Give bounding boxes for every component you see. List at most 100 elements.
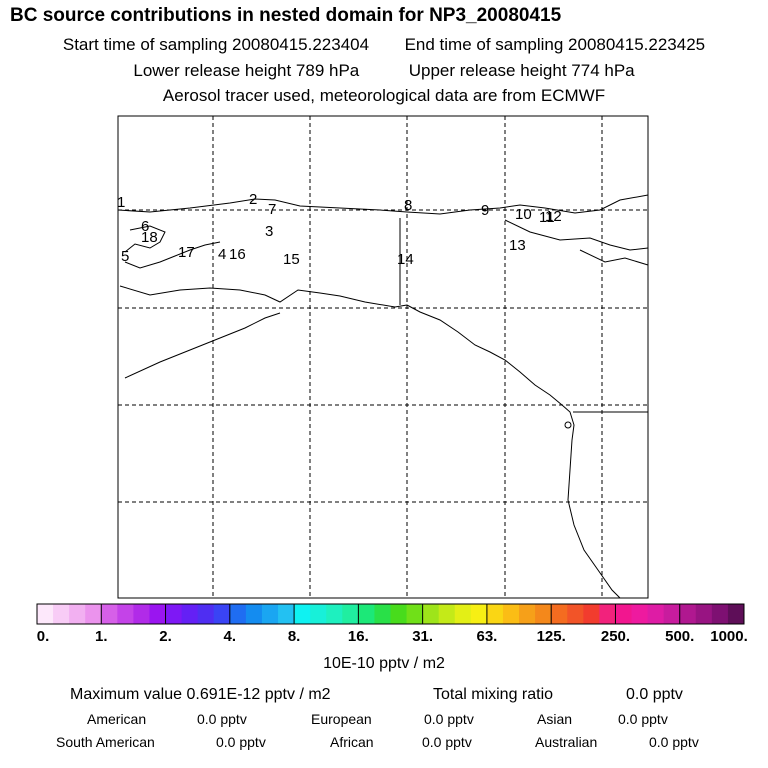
- map-label-5: 5: [121, 248, 129, 265]
- colorbar-cell: [165, 604, 183, 624]
- total-mixing-label: Total mixing ratio: [433, 686, 554, 703]
- colorbar-cell: [615, 604, 633, 624]
- colorbar-cell: [69, 604, 86, 624]
- african-value: 0.0 pptv: [422, 734, 472, 750]
- colorbar-dividers: [100, 604, 681, 624]
- colorbar-cell: [37, 604, 54, 624]
- sampling-time-row: Start time of sampling 20080415.223404 E…: [0, 35, 768, 55]
- colorbar-cell: [374, 604, 391, 624]
- colorbar-cell: [245, 604, 263, 624]
- american-value: 0.0 pptv: [197, 711, 247, 727]
- start-time-text: Start time of sampling 20080415.223404: [62, 35, 370, 54]
- colorbar-cell: [101, 604, 118, 624]
- south-american-value: 0.0 pptv: [216, 734, 266, 750]
- australian-value: 0.0 pptv: [649, 734, 699, 750]
- colorbar-cell: [133, 604, 150, 624]
- american-label: American: [87, 711, 147, 727]
- asian-value: 0.0 pptv: [618, 711, 668, 727]
- map-frame: [117, 115, 649, 599]
- release-height-row: Lower release height 789 hPa Upper relea…: [0, 61, 768, 81]
- colorbar-cell: [727, 604, 745, 624]
- european-label: European: [311, 711, 372, 727]
- map-label-13: 13: [509, 237, 526, 254]
- colorbar-cell: [551, 604, 568, 624]
- map-label-11: 11: [539, 209, 555, 226]
- colorbar-cell: [53, 604, 70, 624]
- colorbar-tick: 1.: [95, 628, 108, 645]
- map-label-8: 8: [404, 197, 412, 214]
- colorbar-cell: [711, 604, 729, 624]
- max-value-text: Maximum value 0.691E-12 pptv / m2: [70, 686, 331, 703]
- colorbar-cell: [470, 604, 488, 624]
- colorbar-cell: [390, 604, 408, 624]
- colorbar-cell: [519, 604, 536, 624]
- colorbar-cell: [535, 604, 552, 624]
- colorbar-cell: [278, 604, 295, 624]
- colorbar-tick: 1000.: [710, 628, 748, 645]
- colorbar-cell: [229, 604, 247, 624]
- colorbar-tick: 63.: [476, 628, 498, 645]
- colorbar-cell: [486, 604, 504, 624]
- colorbar-cell: [85, 604, 102, 624]
- colorbar-cell: [310, 604, 327, 624]
- colorbar-cell: [695, 604, 713, 624]
- colorbar-cell: [422, 604, 440, 624]
- colorbar-cell: [647, 604, 665, 624]
- end-time-text: End time of sampling 20080415.223425: [404, 35, 706, 54]
- colorbar-cell: [406, 604, 424, 624]
- australian-label: Australian: [535, 734, 598, 750]
- total-mixing-value: 0.0 pptv: [626, 686, 683, 703]
- colorbar-cell: [438, 604, 456, 624]
- map-label-10: 10: [515, 206, 532, 223]
- colorbar-cell: [454, 604, 472, 624]
- colorbar-tick: 2.: [159, 628, 172, 645]
- coastlines: [117, 194, 649, 599]
- colorbar-cell: [326, 604, 343, 624]
- map-label-16: 16: [229, 246, 246, 263]
- colorbar-cell: [197, 604, 215, 624]
- colorbar-cell: [502, 604, 520, 624]
- colorbar-tick: 125.: [536, 628, 566, 645]
- colorbar-cell: [117, 604, 134, 624]
- colorbar-cell: [599, 604, 616, 624]
- colorbar-border: [36, 603, 745, 625]
- colorbar-tick: 500.: [665, 628, 695, 645]
- colorbar-tick: 8.: [287, 628, 301, 645]
- colorbar-cell: [149, 604, 167, 624]
- colorbar-cell: [213, 604, 231, 624]
- map-label-14: 14: [397, 251, 414, 268]
- map-label-4: 4: [218, 246, 226, 263]
- map-label-7: 7: [268, 201, 276, 218]
- map-label-3: 3: [265, 223, 273, 240]
- colorbar-tick: 16.: [347, 628, 369, 645]
- colorbar-units: 10E-10 pptv / m2: [323, 655, 445, 672]
- european-value: 0.0 pptv: [424, 711, 474, 727]
- colorbar-cell: [181, 604, 199, 624]
- upper-height-text: Upper release height 774 hPa: [408, 61, 635, 80]
- colorbar-cell: [663, 604, 681, 624]
- colorbar-tick: 0.: [36, 628, 50, 645]
- colorbar-cell: [679, 604, 697, 624]
- map-label-1: 1: [117, 194, 125, 211]
- point-labels: 1 2 3 4 5 6 7 8 9 10 11 12 13 14 15 16 1…: [117, 191, 562, 268]
- map-label-17: 17: [178, 244, 195, 261]
- south-american-label: South American: [56, 734, 155, 750]
- colorbar-cell: [294, 604, 311, 624]
- colorbar-cell: [583, 604, 600, 624]
- map-label-9: 9: [481, 202, 489, 219]
- map-label-6: 6: [141, 218, 149, 235]
- colorbar-cell: [342, 604, 359, 624]
- african-label: African: [330, 734, 374, 750]
- colorbar-cell: [567, 604, 584, 624]
- map-label-2: 2: [249, 191, 257, 208]
- colorbar-cells: [37, 604, 745, 624]
- colorbar-cell: [261, 604, 279, 624]
- colorbar-cell: [631, 604, 649, 624]
- tracer-info-text: Aerosol tracer used, meteorological data…: [162, 86, 606, 105]
- colorbar-tick: 31.: [412, 628, 434, 645]
- asian-label: Asian: [537, 711, 573, 727]
- lower-height-text: Lower release height 789 hPa: [133, 61, 360, 80]
- colorbar-tick: 250.: [600, 628, 631, 645]
- colorbar: [36, 603, 745, 625]
